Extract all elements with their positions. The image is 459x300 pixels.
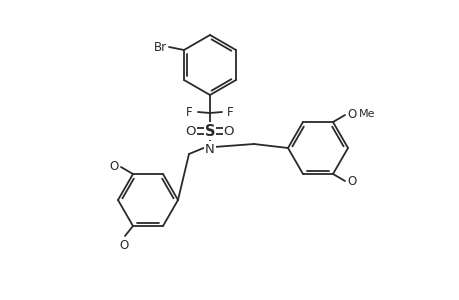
Text: F: F [186,106,193,118]
Text: Br: Br [154,40,167,53]
Text: S: S [204,124,215,139]
Text: N: N [205,142,214,155]
Text: O: O [223,124,234,137]
Text: F: F [226,106,233,118]
Text: O: O [185,124,196,137]
Text: O: O [119,239,129,252]
Text: O: O [346,176,355,188]
Text: O: O [110,160,119,172]
Text: Me: Me [358,109,375,119]
Text: O: O [346,107,355,121]
